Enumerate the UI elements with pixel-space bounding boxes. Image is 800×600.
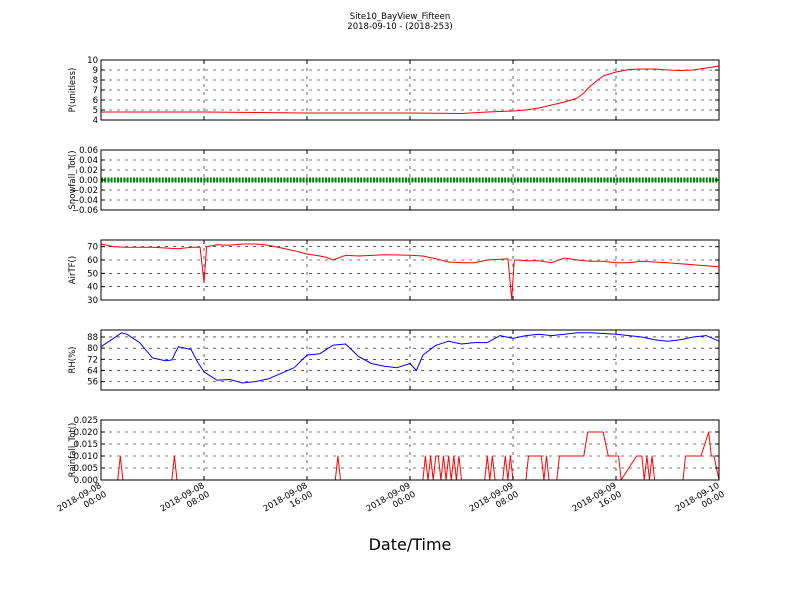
y-tick-label: 72 <box>87 355 98 365</box>
y-tick-label: 80 <box>87 344 98 354</box>
y-tick-label: 0.020 <box>74 428 98 438</box>
y-tick-label: 0.04 <box>79 156 98 166</box>
y-axis-label: AirTF() <box>68 256 78 284</box>
y-axis-label: RH(%) <box>68 346 78 373</box>
y-tick-label: 50 <box>87 269 98 279</box>
y-tick-label: 0.06 <box>79 146 98 156</box>
y-tick-label: 0.00 <box>79 176 98 186</box>
y-tick-label: 8 <box>93 76 98 86</box>
y-tick-label: 0.02 <box>79 166 98 176</box>
y-tick-label: 7 <box>93 86 98 96</box>
y-tick-label: 0.010 <box>74 452 98 462</box>
y-tick-label: 5 <box>93 106 98 116</box>
y-tick-label: 60 <box>87 256 98 266</box>
y-tick-label: 0.000 <box>74 476 98 486</box>
y-tick-label: 56 <box>87 378 98 388</box>
y-tick-label: 6 <box>93 96 98 106</box>
y-tick-label: 70 <box>87 243 98 253</box>
y-axis-label: Rainfall_Tot() <box>68 423 78 478</box>
y-tick-label: 30 <box>87 296 98 306</box>
subplot-2: −0.06−0.04−0.020.000.020.040.06Snowfall_… <box>68 146 720 216</box>
y-axis-label: P(unitless) <box>68 68 78 113</box>
y-tick-label: −0.06 <box>72 206 98 216</box>
y-tick-label: 88 <box>87 333 98 343</box>
y-tick-label: 4 <box>93 116 98 126</box>
subplot-5: 0.000 0.005 0.010 0.015 0.020 0.025Rainfall_T… <box>68 416 720 486</box>
y-tick-label: 0.025 <box>74 416 98 426</box>
chart-subtitle: 2018-09-10 - (2018-253) <box>347 22 452 32</box>
chart-title: Site10_BayView_Fifteen <box>350 12 451 22</box>
y-tick-label: 0.005 <box>74 464 98 474</box>
series-line-1 <box>101 65 720 114</box>
series-line-1 <box>101 431 720 481</box>
series-line-1 <box>100 243 720 300</box>
y-tick-label: −0.02 <box>72 186 98 196</box>
subplot-3: 30 40 50 60 70 AirTF() <box>68 239 720 306</box>
x-axis-label: Date/Time <box>369 535 452 554</box>
y-axis-label: Snowfall_Tot() <box>68 150 78 209</box>
y-tick-label: 40 <box>87 283 98 293</box>
subplots: 45678910P(unitless)−0.06−0.04−0.020.000.… <box>68 56 720 486</box>
y-tick-label: −0.04 <box>72 196 98 206</box>
y-tick-label: 0.015 <box>74 440 98 450</box>
y-tick-label: 10 <box>87 56 98 66</box>
y-tick-label: 9 <box>93 66 98 76</box>
series-line-1 <box>100 332 720 384</box>
y-tick-label: 64 <box>87 366 98 376</box>
